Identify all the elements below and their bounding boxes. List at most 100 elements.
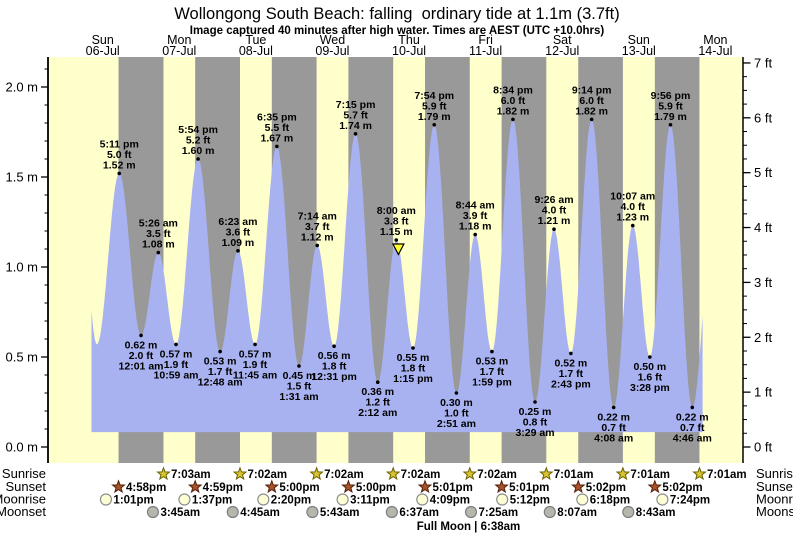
sunrise-time-label: 7:02am [477, 469, 517, 481]
low-tide-dot [375, 380, 380, 385]
tide-event-label-line: 3.7 ft [305, 221, 330, 233]
tide-event-label-line: 1.7 ft [559, 368, 584, 380]
left-axis-tick-label: 1.0 m [5, 260, 38, 275]
tide-event-label-line: 2.0 ft [129, 350, 154, 362]
day-date-label: 09-Jul [315, 44, 349, 58]
astro-row-label-right: Moonrise [756, 492, 793, 507]
high-tide-dot [432, 123, 437, 127]
tide-event-label-line: 0.8 ft [523, 417, 548, 429]
tide-event-label-line: 1.67 m [261, 132, 294, 144]
tide-event-label-line: 3:28 pm [630, 382, 670, 394]
tide-event-label-line: 7:14 am [298, 210, 337, 222]
low-tide-dot [332, 344, 336, 349]
axes-layer: 0.0 m 0.5 m 1.0 m 1.5 m 2.0 m 0 ft 1 ft 2 ft 3 f… [5, 55, 772, 463]
tide-event-label-line: 1.5 ft [287, 381, 312, 393]
tide-event-label-line: 10:07 am [610, 191, 655, 203]
low-tide-dot [174, 342, 178, 347]
low-tide-dot [648, 355, 652, 359]
sunrise-star-icon [232, 466, 248, 481]
sunrise-time-label: 7:03am [171, 469, 211, 481]
astro-row-label-right: Sunrise [756, 466, 793, 481]
moonset-moon-icon [464, 505, 478, 519]
tide-event-label-line: 1.7 ft [208, 366, 233, 378]
tide-event-label-line: 1:15 pm [393, 373, 433, 385]
tide-event-label-line: 1.9 ft [164, 359, 189, 371]
sunset-star-icon [341, 479, 356, 494]
sunset-star-icon [417, 479, 433, 494]
tide-event-label-line: 12:31 pm [311, 371, 357, 383]
tide-event-label-line: 0.36 m [361, 386, 394, 398]
tide-event-label-line: 9:26 am [534, 194, 573, 206]
day-name-label: Sun [92, 33, 114, 47]
moonrise-time-label: 2:20pm [271, 495, 311, 507]
tide-event-label-line: 1.21 m [538, 215, 571, 227]
tide-event-label-line: 6.0 ft [579, 95, 604, 107]
tide-event-label-line: 5.9 ft [658, 100, 683, 112]
moonset-moon-icon [622, 505, 635, 519]
day-name-label: Sat [553, 33, 572, 47]
moonrise-moon-icon [336, 493, 349, 506]
moonset-time-label: 8:43am [636, 507, 676, 519]
moonrise-moon-icon [416, 493, 429, 506]
tide-event-label-line: 3:29 am [515, 427, 554, 439]
tide-event-label-line: 1.82 m [497, 105, 530, 117]
tide-event-label-line: 3.5 ft [146, 228, 171, 240]
day-date-label: 11-Jul [469, 44, 502, 58]
moonrise-time-label: 5:12pm [510, 495, 550, 507]
high-tide-dot [630, 223, 635, 228]
tide-event-label-line: 0.25 m [519, 406, 552, 418]
tide-event-label-line: 4.0 ft [542, 205, 567, 217]
right-axis-tick-label: 4 ft [754, 220, 772, 235]
low-tide-dot [253, 342, 257, 347]
sunrise-star-icon [692, 466, 707, 481]
tide-event-label-line: 1.7 ft [480, 366, 505, 378]
moonset-time-label: 6:37am [399, 507, 439, 519]
low-tide-dot [218, 349, 222, 354]
tide-event-label-line: 1.09 m [222, 237, 255, 249]
low-tide-dot [411, 346, 415, 350]
moonrise-moon-icon [257, 493, 270, 506]
low-tide-dot [490, 349, 494, 354]
left-axis-tick-label: 0.5 m [5, 350, 38, 365]
tide-event-label-line: 0.55 m [397, 352, 430, 364]
high-tide-dot [394, 238, 399, 242]
tide-event-label-line: 1.60 m [182, 145, 215, 157]
sunrise-time-label: 7:02am [248, 469, 288, 481]
chart-title: Wollongong South Beach: falling ordinary… [174, 5, 619, 23]
sunrise-star-icon [156, 466, 171, 481]
high-tide-dot [156, 250, 161, 255]
tide-event-label-line: 0.56 m [318, 350, 351, 362]
tide-curve-area [91, 119, 703, 433]
sunset-time-label: 5:01pm [433, 482, 473, 494]
tide-event-label-line: 0.50 m [633, 361, 666, 373]
sunset-star-icon [264, 479, 280, 494]
astro-rows-layer: Sunrise Sunrise 7:03am 7:02am 7:02am 7:02am 7:… [0, 466, 793, 533]
tide-event-label-line: 3.6 ft [226, 226, 251, 238]
low-tide-dot [611, 405, 616, 410]
tide-event-label-line: 1.12 m [301, 231, 334, 243]
sunset-star-icon [571, 479, 586, 494]
tide-event-label-line: 12:48 am [198, 377, 243, 389]
low-tide-dot [454, 391, 459, 395]
sunrise-time-label: 7:02am [401, 469, 441, 481]
tide-event-label-line: 1.8 ft [322, 361, 347, 373]
tide-event-label-line: 7:54 pm [414, 90, 454, 102]
moonset-moon-icon [146, 505, 160, 519]
tide-event-label-line: 0.53 m [476, 356, 509, 368]
day-date-label: 10-Jul [392, 44, 426, 58]
tide-event-label-line: 3.9 ft [463, 210, 488, 222]
tide-event-label-line: 1.08 m [142, 239, 175, 251]
tide-event-label-line: 4.0 ft [621, 201, 646, 213]
moonrise-time-label: 4:09pm [430, 495, 470, 507]
sunrise-time-label: 7:02am [324, 469, 364, 481]
tide-event-label-line: 1.74 m [339, 120, 372, 132]
moonset-time-label: 8:07am [557, 507, 597, 519]
moonrise-moon-icon [576, 493, 589, 506]
astro-row-label-right: Sunset [756, 479, 793, 494]
low-tide-dot [297, 364, 301, 368]
high-tide-dot [275, 144, 279, 149]
low-tide-dot [139, 333, 143, 338]
chart-subtitle: Image captured 40 minutes after high wat… [190, 25, 605, 37]
left-axis-tick-label: 2.0 m [5, 80, 38, 95]
